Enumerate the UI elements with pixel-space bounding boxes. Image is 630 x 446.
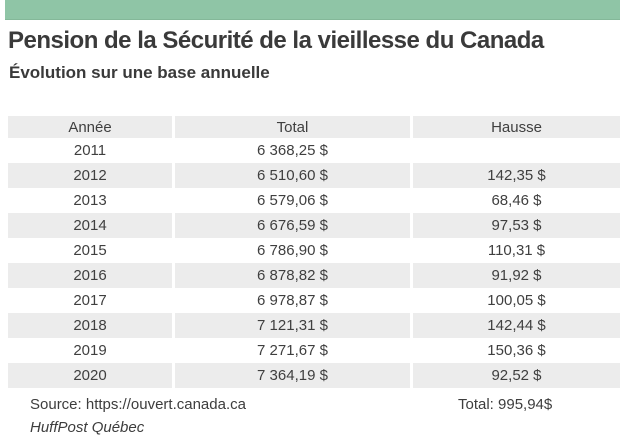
cell-total: 6 676,59 $: [172, 213, 410, 238]
cell-hausse: 110,31 $: [410, 238, 620, 263]
cell-hausse: 92,52 $: [410, 363, 620, 388]
cell-annee: 2012: [8, 163, 172, 188]
cell-annee: 2016: [8, 263, 172, 288]
table-row: 2020 7 364,19 $ 92,52 $: [8, 363, 620, 388]
cell-total: 6 368,25 $: [172, 138, 410, 163]
table-row: 2012 6 510,60 $ 142,35 $: [8, 163, 620, 188]
page-subtitle: Évolution sur une base annuelle: [9, 63, 270, 82]
cell-total: 7 121,31 $: [172, 313, 410, 338]
cell-total: 6 786,90 $: [172, 238, 410, 263]
cell-annee: 2013: [73, 192, 107, 209]
cell-annee: 2017: [73, 292, 107, 309]
credit-text: HuffPost Québec: [30, 419, 145, 436]
table-row: 2015 6 786,90 $ 110,31 $: [8, 238, 620, 263]
cell-total: 6 978,87 $: [172, 288, 410, 313]
cell-hausse: 142,44 $: [410, 313, 620, 338]
cell-total: 6 510,60 $: [172, 163, 410, 188]
cell-hausse: 91,92 $: [410, 263, 620, 288]
page-title: Pension de la Sécurité de la vieillesse …: [8, 27, 544, 54]
table-row: 2016 6 878,82 $ 91,92 $: [8, 263, 620, 288]
accent-bar: [5, 0, 620, 20]
cell-annee: 2018: [8, 313, 172, 338]
cell-annee: 2019: [73, 342, 107, 359]
table-row: 2018 7 121,31 $ 142,44 $: [8, 313, 620, 338]
table-row: 2014 6 676,59 $ 97,53 $: [8, 213, 620, 238]
cell-total: 6 878,82 $: [172, 263, 410, 288]
table-row: 2013 6 579,06 $ 68,46 $: [8, 188, 620, 213]
cell-annee: 2020: [8, 363, 172, 388]
cell-annee: 2014: [8, 213, 172, 238]
cell-annee: 2011: [73, 142, 107, 159]
table-row: 2019 7 271,67 $ 150,36 $: [8, 338, 620, 363]
cell-total: 6 579,06 $: [172, 188, 410, 213]
cell-hausse: 150,36 $: [410, 338, 620, 363]
source-text: Source: https://ouvert.canada.ca: [30, 396, 246, 413]
cell-total: 7 364,19 $: [172, 363, 410, 388]
cell-hausse: 68,46 $: [410, 188, 620, 213]
column-header-total: Total: [172, 116, 410, 138]
table-row: 2017 6 978,87 $ 100,05 $: [8, 288, 620, 313]
cell-total: 7 271,67 $: [172, 338, 410, 363]
cell-hausse: [410, 138, 620, 163]
cell-hausse: 142,35 $: [410, 163, 620, 188]
column-header-hausse: Hausse: [410, 116, 620, 138]
table-header-row: Année Total Hausse: [8, 116, 620, 138]
cell-annee: 2015: [73, 242, 107, 259]
cell-hausse: 100,05 $: [410, 288, 620, 313]
cell-hausse: 97,53 $: [410, 213, 620, 238]
pension-table: Année Total Hausse 2011 6 368,25 $ 2012 …: [8, 116, 620, 388]
table-row: 2011 6 368,25 $: [8, 138, 620, 163]
column-header-annee: Année: [8, 116, 172, 138]
total-text: Total: 995,94$: [458, 396, 553, 413]
